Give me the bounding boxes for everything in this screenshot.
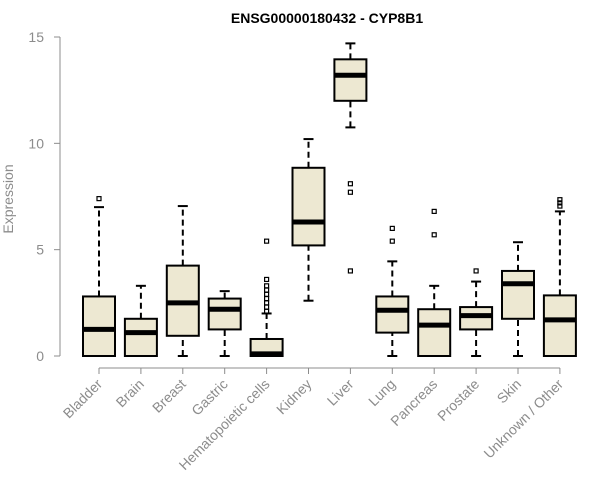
x-tick-label: Brain: [113, 376, 147, 410]
iqr-box: [333, 58, 368, 102]
box-liver: [333, 42, 368, 274]
x-tick-label: Bladder: [60, 376, 106, 422]
x-tick-label: Unknown / Other: [480, 376, 566, 462]
x-tick-label: Liver: [324, 376, 357, 409]
outlier-point: [557, 197, 563, 203]
iqr-box: [123, 317, 158, 357]
box-breast: [165, 205, 200, 357]
y-tick-label: 5: [36, 242, 44, 258]
y-tick-label: 15: [28, 29, 44, 45]
chart-title: ENSG00000180432 - CYP8B1: [231, 10, 423, 26]
outlier-point: [264, 295, 270, 302]
outlier-point: [264, 304, 270, 310]
plot-area: [82, 42, 577, 358]
outlier-point: [557, 203, 563, 209]
outlier-point: [264, 291, 270, 297]
box-brain: [123, 284, 158, 357]
iqr-box: [501, 269, 535, 320]
box-bladder: [82, 196, 116, 358]
x-tick-label: Pancreas: [387, 376, 440, 429]
iqr-box: [291, 166, 326, 247]
outlier-point: [96, 196, 102, 202]
outlier-point: [264, 283, 270, 289]
outlier-point: [431, 232, 437, 238]
outlier-point: [347, 268, 353, 274]
iqr-box: [417, 308, 452, 358]
outlier-point: [473, 268, 479, 274]
box-lung: [375, 225, 410, 357]
y-axis-label: Expression: [0, 164, 16, 233]
y-tick-label: 10: [28, 135, 44, 151]
outlier-point: [389, 238, 395, 244]
iqr-box: [459, 306, 494, 331]
box-unknown-other: [542, 197, 577, 358]
outlier-point: [347, 181, 353, 187]
outlier-point: [264, 287, 270, 293]
outlier-point: [347, 189, 353, 195]
box-kidney: [291, 138, 326, 302]
outlier-point: [264, 300, 270, 306]
y-tick-label: 0: [36, 348, 44, 364]
x-tick-label: Breast: [149, 376, 189, 416]
outlier-point: [264, 308, 270, 314]
x-tick-label: Prostate: [434, 376, 482, 424]
y-axis: 0 5 10 15: [28, 29, 61, 364]
x-tick-label: Lung: [365, 376, 398, 409]
box-prostate: [459, 268, 494, 357]
box-skin: [501, 241, 535, 357]
outlier-point: [389, 225, 395, 231]
iqr-box: [542, 294, 577, 358]
x-tick-label: Skin: [494, 376, 525, 407]
outlier-point: [557, 200, 563, 206]
iqr-box: [82, 295, 116, 358]
iqr-box: [207, 297, 242, 331]
iqr-box: [375, 295, 410, 334]
outlier-point: [264, 276, 270, 283]
box-pancreas: [417, 208, 452, 358]
box-hematopoietic-cells: [249, 238, 284, 357]
x-tick-label: Kidney: [273, 376, 315, 418]
box-gastric: [207, 290, 242, 357]
outlier-point: [264, 238, 270, 244]
outlier-point: [431, 208, 437, 214]
